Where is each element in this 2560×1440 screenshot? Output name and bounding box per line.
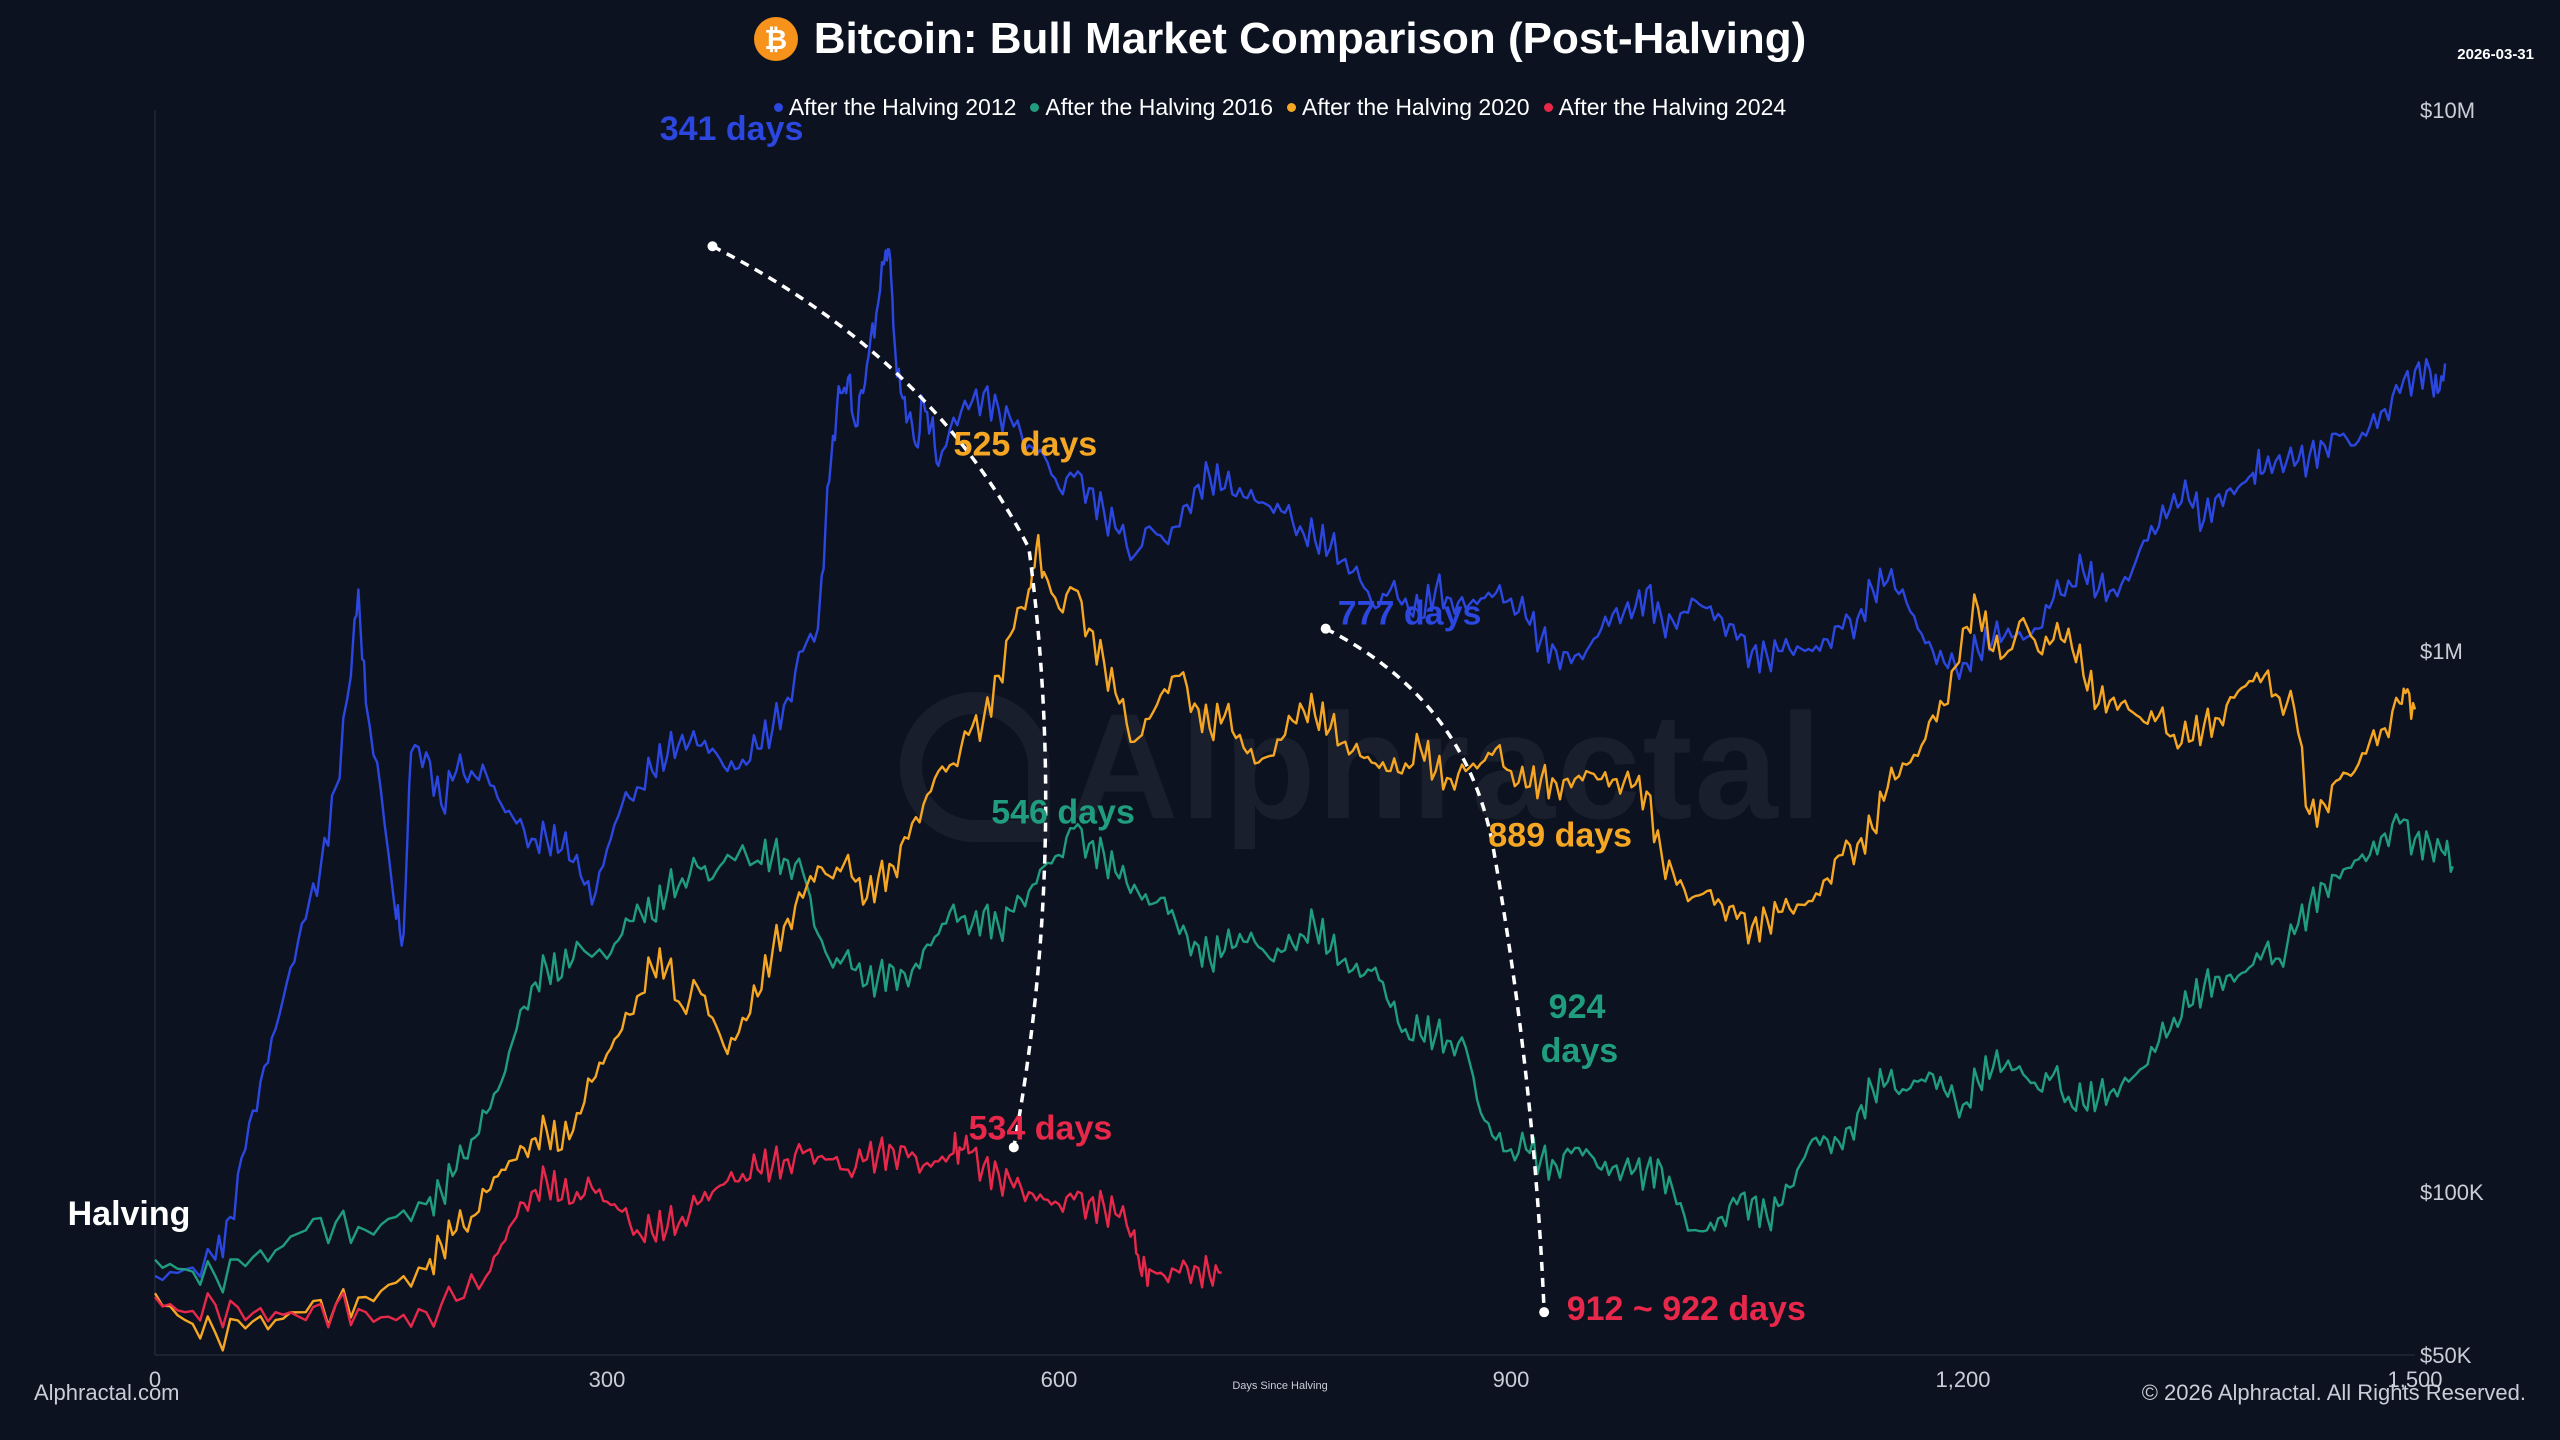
legend-dot-icon xyxy=(1030,103,1040,112)
arrow-start-dot xyxy=(707,241,718,252)
annotation-label: 912 ~ 922 days xyxy=(1567,1290,1806,1328)
legend[interactable]: After the Halving 2012 After the Halving… xyxy=(0,94,2560,121)
chart-title: Bitcoin: Bull Market Comparison (Post-Ha… xyxy=(813,14,1807,63)
annotation-label: 924 days xyxy=(1541,988,1619,1070)
annotation-label: 534 days xyxy=(969,1110,1113,1148)
bitcoin-icon: ₿ xyxy=(753,17,798,61)
annotation-label: 777 days xyxy=(1338,594,1482,632)
y-tick-label: $10M xyxy=(2420,98,2475,123)
legend-label: After the Halving 2016 xyxy=(1045,94,1273,120)
series-line-s2024 xyxy=(154,1131,1222,1329)
legend-item-2020[interactable]: After the Halving 2020 xyxy=(1287,94,1530,121)
annotation-label: 889 days xyxy=(1488,817,1632,855)
footer-copyright: © 2026 Alphractal. All Rights Reserved. xyxy=(2141,1380,2526,1405)
annotation-label: 546 days xyxy=(991,794,1135,832)
date-stamp: 2026-03-31 xyxy=(2457,46,2534,63)
series-line-s2012 xyxy=(154,247,2447,1282)
x-tick-label: 300 xyxy=(589,1367,626,1392)
series-line-s2020 xyxy=(153,533,2417,1352)
legend-item-2012[interactable]: After the Halving 2012 xyxy=(773,94,1017,121)
legend-dot-icon xyxy=(1287,103,1296,112)
arrow-end-dot xyxy=(1539,1307,1550,1318)
legend-item-2024[interactable]: After the Halving 2024 xyxy=(1543,94,1787,121)
legend-label: After the Halving 2020 xyxy=(1302,94,1530,120)
x-tick-label: 900 xyxy=(1493,1367,1530,1392)
chart-header: ₿ Bitcoin: Bull Market Comparison (Post-… xyxy=(0,14,2560,64)
legend-label: After the Halving 2024 xyxy=(1558,94,1787,120)
annotation-label: 525 days xyxy=(954,425,1098,463)
footer-source: Alphractal.com xyxy=(34,1380,180,1405)
x-tick-label: 0 xyxy=(149,1367,161,1392)
arrow-start-dot xyxy=(1320,623,1331,634)
y-tick-label: $1M xyxy=(2420,639,2463,664)
y-tick-label: $50K xyxy=(2420,1343,2472,1368)
watermark-text: Alphractal xyxy=(1070,682,1824,850)
x-tick-label: 600 xyxy=(1041,1367,1078,1392)
series-line-s2016 xyxy=(154,813,2454,1294)
annotation-label: 341 days xyxy=(660,110,804,148)
dashed-arrow-0 xyxy=(711,244,1048,1148)
legend-item-2016[interactable]: After the Halving 2016 xyxy=(1030,94,1273,121)
watermark: Alphractal xyxy=(900,680,1824,853)
x-tick-label: 1,500 xyxy=(2387,1367,2442,1392)
legend-dot-icon xyxy=(1543,103,1553,112)
legend-label: After the Halving 2012 xyxy=(788,94,1017,120)
x-tick-label: 1,200 xyxy=(1935,1367,1990,1392)
x-axis-label: Days Since Halving xyxy=(1232,1380,1328,1392)
y-tick-label: $100K xyxy=(2420,1180,2484,1205)
legend-dot-icon xyxy=(773,103,783,112)
arrow-end-dot xyxy=(1008,1142,1019,1153)
annotation-label: Halving xyxy=(68,1195,191,1233)
